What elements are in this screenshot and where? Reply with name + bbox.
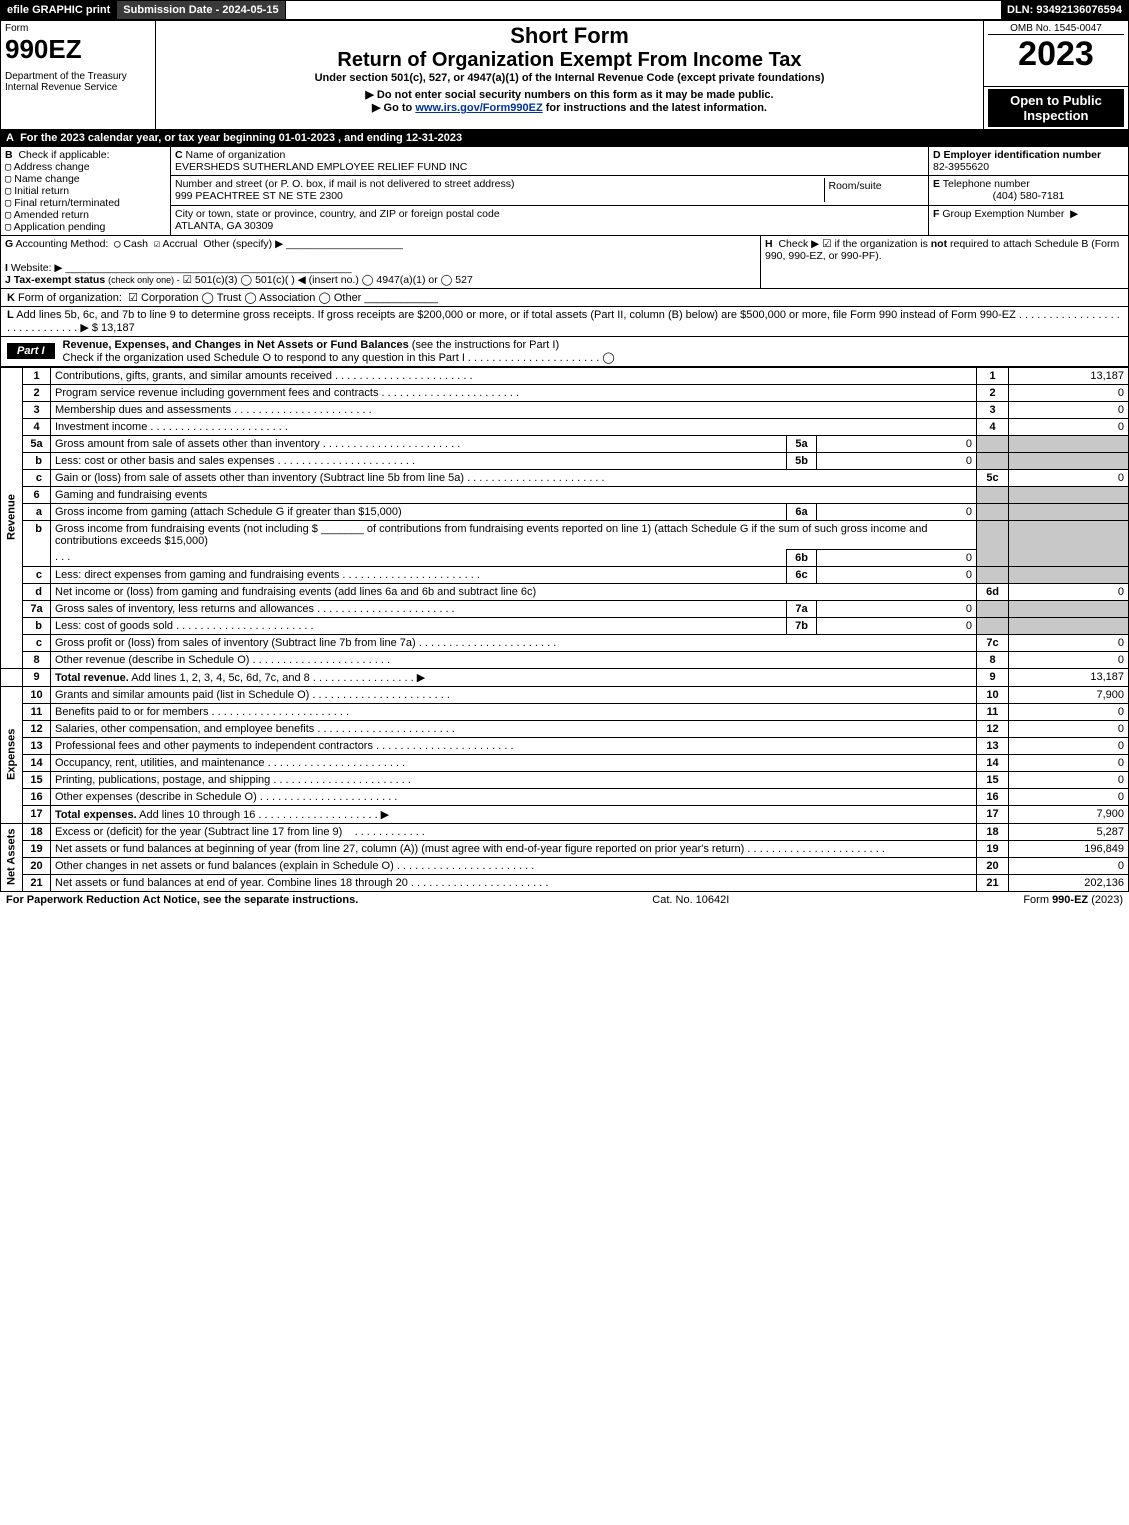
top-bar: efile GRAPHIC print Submission Date - 20…	[0, 0, 1129, 20]
irs-link[interactable]: www.irs.gov/Form990EZ	[415, 102, 542, 114]
line2-value: 0	[1009, 384, 1129, 401]
tax-year: 2023	[988, 35, 1124, 74]
line13-value: 0	[1009, 737, 1129, 754]
dln: DLN: 93492136076594	[1001, 1, 1128, 19]
city-label: City or town, state or province, country…	[175, 208, 500, 220]
subtitle: Under section 501(c), 527, or 4947(a)(1)…	[160, 72, 979, 84]
line18-value: 5,287	[1009, 823, 1129, 840]
line6d-value: 0	[1009, 583, 1129, 600]
line4-value: 0	[1009, 418, 1129, 435]
g-other[interactable]: Other (specify) ▶	[203, 238, 283, 250]
city-state-zip: ATLANTA, GA 30309	[175, 220, 273, 232]
section-a: A For the 2023 calendar year, or tax yea…	[0, 130, 1129, 146]
paperwork-notice: For Paperwork Reduction Act Notice, see …	[6, 894, 358, 906]
k-options[interactable]: ☑ Corporation ◯ Trust ◯ Association ◯ Ot…	[128, 292, 361, 304]
form-ref: Form 990-EZ (2023)	[1023, 894, 1123, 906]
title-short-form: Short Form	[160, 23, 979, 49]
line21-value: 202,136	[1009, 874, 1129, 891]
line14-value: 0	[1009, 754, 1129, 771]
title-return: Return of Organization Exempt From Incom…	[160, 49, 979, 72]
form-header: Form 990EZ Department of the Treasury In…	[0, 20, 1129, 130]
part1-tag: Part I	[7, 343, 55, 359]
instruction-goto: Go to www.irs.gov/Form990EZ for instruct…	[160, 101, 979, 114]
line3-value: 0	[1009, 401, 1129, 418]
street-address: 999 PEACHTREE ST NE STE 2300	[175, 190, 343, 202]
line8-value: 0	[1009, 651, 1129, 668]
b-label: Check if applicable:	[18, 149, 109, 161]
line20-value: 0	[1009, 857, 1129, 874]
line10-value: 7,900	[1009, 686, 1129, 703]
line12-value: 0	[1009, 720, 1129, 737]
b-opt-initial[interactable]: Initial return	[14, 185, 69, 197]
dept-irs: Internal Revenue Service	[5, 82, 151, 93]
ein: 82-3955620	[933, 161, 989, 173]
room-label: Room/suite	[829, 180, 882, 192]
line1-value: 13,187	[1009, 367, 1129, 384]
k-row: K Form of organization: ☑ Corporation ◯ …	[0, 289, 1129, 307]
g-accrual[interactable]: Accrual	[162, 238, 197, 250]
open-to-public-badge: Open to Public Inspection	[988, 89, 1124, 127]
instruction-ssn: Do not enter social security numbers on …	[160, 88, 979, 101]
form-number: 990EZ	[5, 34, 151, 65]
b-opt-final[interactable]: Final return/terminated	[14, 197, 120, 209]
netassets-label: Net Assets	[1, 823, 23, 891]
info-table: B Check if applicable: ▢ Address change …	[0, 146, 1129, 236]
page-footer: For Paperwork Reduction Act Notice, see …	[0, 892, 1129, 908]
l-value: ▶ $ 13,187	[80, 322, 134, 334]
submission-date: Submission Date - 2024-05-15	[117, 1, 285, 19]
part1-table: Revenue 1Contributions, gifts, grants, a…	[0, 367, 1129, 892]
addr-label: Number and street (or P. O. box, if mail…	[175, 178, 514, 190]
b-opt-amended[interactable]: Amended return	[14, 209, 89, 221]
form-word: Form	[5, 23, 151, 34]
dept-treasury: Department of the Treasury	[5, 71, 151, 82]
line7c-value: 0	[1009, 634, 1129, 651]
f-label: Group Exemption Number	[942, 208, 1064, 220]
efile-graphic-print[interactable]: efile GRAPHIC print	[1, 1, 117, 19]
line5c-value: 0	[1009, 469, 1129, 486]
j-options[interactable]: ☑ 501(c)(3) ◯ 501(c)( ) ◀ (insert no.) ◯…	[183, 274, 473, 286]
expenses-label: Expenses	[1, 686, 23, 823]
g-label: Accounting Method:	[16, 238, 109, 250]
c-name-label: Name of organization	[186, 149, 286, 161]
b-opt-name[interactable]: Name change	[14, 173, 79, 185]
revenue-label: Revenue	[1, 367, 23, 668]
line11-value: 0	[1009, 703, 1129, 720]
part1-header: Part I Revenue, Expenses, and Changes in…	[0, 337, 1129, 367]
i-label: Website: ▶	[11, 262, 63, 274]
telephone: (404) 580-7181	[933, 190, 1124, 202]
e-label: Telephone number	[943, 178, 1030, 190]
ghijkl-block: G Accounting Method: ◯ Cash ☑ Accrual Ot…	[0, 236, 1129, 289]
d-label: Employer identification number	[944, 149, 1102, 161]
line17-value: 7,900	[1009, 805, 1129, 823]
b-opt-address[interactable]: Address change	[14, 161, 90, 173]
line16-value: 0	[1009, 788, 1129, 805]
omb-number: OMB No. 1545-0047	[988, 23, 1124, 35]
h-text: Check ▶ ☑ if the organization is	[778, 238, 930, 250]
line19-value: 196,849	[1009, 840, 1129, 857]
line15-value: 0	[1009, 771, 1129, 788]
l-row: L Add lines 5b, 6c, and 7b to line 9 to …	[0, 307, 1129, 337]
org-name: EVERSHEDS SUTHERLAND EMPLOYEE RELIEF FUN…	[175, 161, 467, 173]
j-label: Tax-exempt status	[14, 274, 105, 286]
b-opt-pending[interactable]: Application pending	[14, 221, 106, 233]
line9-value: 13,187	[1009, 668, 1129, 686]
g-cash[interactable]: Cash	[123, 238, 148, 250]
cat-number: Cat. No. 10642I	[652, 894, 729, 906]
